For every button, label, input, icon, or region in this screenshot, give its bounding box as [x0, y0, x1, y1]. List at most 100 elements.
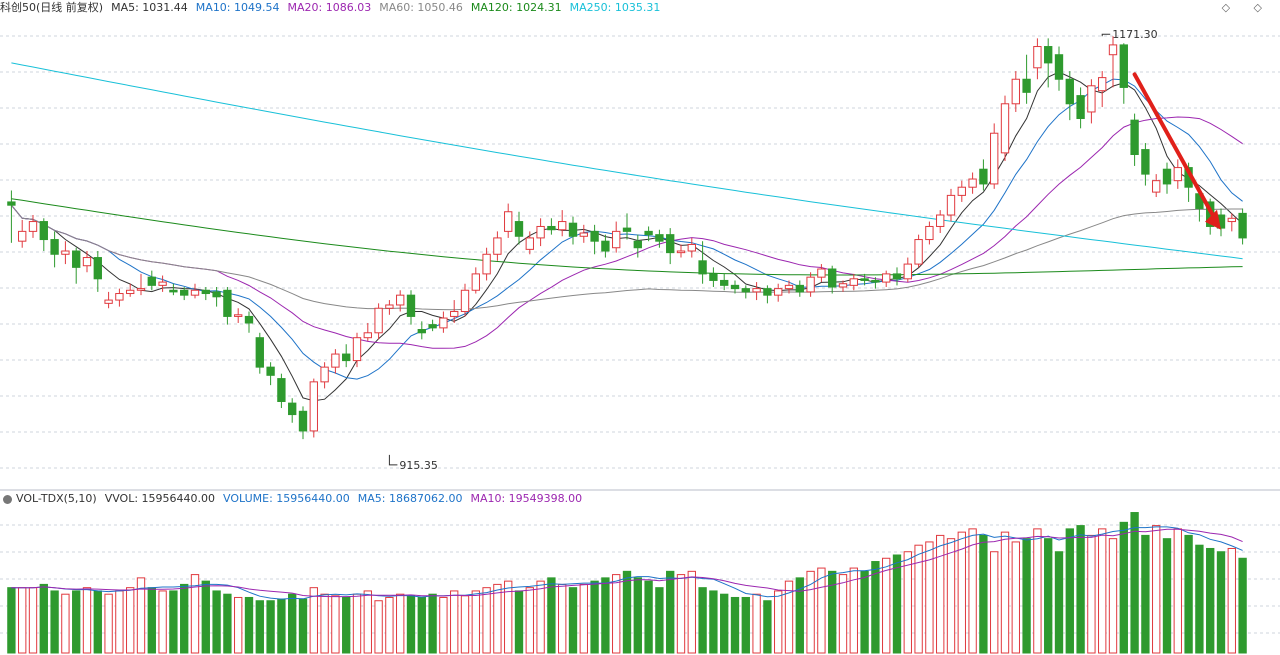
volume-bar	[622, 570, 632, 654]
volume-bar	[1216, 551, 1226, 654]
volume-bar	[1000, 531, 1010, 654]
volume-bar	[547, 577, 556, 654]
volume-bar	[687, 570, 696, 654]
volume-bar	[698, 587, 707, 654]
volume-bar	[838, 574, 848, 654]
candle-down	[169, 289, 178, 293]
volume-bar	[676, 574, 686, 654]
volume-bar	[957, 531, 966, 654]
volume-bar	[417, 596, 426, 654]
volume-bar	[82, 587, 92, 654]
volume-indicator-name: VOL-TDX(5,10)	[16, 492, 97, 505]
volume-bar	[190, 574, 200, 654]
volume-bar	[849, 567, 858, 654]
candle-up	[968, 178, 977, 188]
volume-bar	[28, 587, 38, 654]
volume-ma10-line	[11, 528, 1243, 598]
volume-bar	[396, 593, 405, 654]
annotation-label: 1171.30	[1112, 28, 1158, 41]
volume-bar	[741, 596, 750, 654]
volume-bar	[1162, 538, 1172, 654]
candle-down	[1130, 119, 1139, 155]
candle-down	[266, 366, 275, 376]
volume-bar	[352, 593, 362, 654]
volume-bar	[374, 600, 383, 654]
volume-bar	[439, 596, 448, 654]
candle-down	[277, 378, 286, 402]
volume-bar	[1141, 534, 1150, 654]
volume-bar	[1044, 538, 1053, 654]
volume-bar	[126, 587, 135, 654]
volume-bar	[1054, 551, 1064, 654]
volume-bar	[342, 596, 351, 654]
volume-bar	[1087, 534, 1096, 654]
candle-up	[385, 304, 394, 309]
volume-bar	[579, 583, 588, 654]
candle-up	[190, 289, 200, 296]
volume-bar	[450, 590, 459, 654]
volume-bar	[1238, 557, 1247, 654]
candle-down	[514, 221, 524, 237]
volume-bar	[644, 580, 653, 654]
volume-bar	[180, 583, 189, 654]
ma20-label: MA20: 1086.03	[287, 1, 372, 14]
ma5-label: MA5: 1031.44	[111, 1, 188, 14]
indicator-toggle-icon[interactable]	[3, 494, 12, 504]
volume-bar	[309, 587, 318, 654]
volume-bar	[504, 580, 513, 654]
candle-down	[828, 268, 837, 288]
window-control-icons[interactable]: ◇ ◇	[1221, 1, 1272, 14]
ma120-line	[11, 198, 1243, 276]
candle-up	[234, 314, 243, 317]
volume-ma5-line	[11, 526, 1243, 600]
volume-bar	[277, 598, 286, 654]
candle-down	[979, 168, 988, 185]
volume-bar	[61, 593, 70, 654]
candle-up	[1000, 103, 1010, 154]
candle-up	[374, 307, 383, 334]
candle-up	[817, 268, 826, 278]
volume-bar	[72, 590, 81, 654]
volume-bar	[266, 600, 275, 654]
candle-up	[28, 221, 38, 232]
candle-down	[622, 227, 632, 232]
candle-down	[1238, 212, 1247, 239]
candle-up	[752, 288, 761, 293]
candle-down	[860, 278, 869, 281]
candle-up	[1227, 217, 1236, 223]
candle-down	[644, 230, 653, 236]
volume-bar	[806, 570, 815, 654]
volume-bar	[709, 590, 718, 654]
volume-bar	[903, 551, 912, 654]
vvol-label: VVOL: 15956440.00	[104, 492, 216, 505]
volume-bar	[1076, 525, 1085, 654]
candle-down	[795, 284, 804, 293]
candle-down	[655, 234, 664, 242]
trend-arrow	[1132, 72, 1219, 225]
volume-bar	[828, 570, 837, 654]
volume-bar	[201, 580, 210, 654]
candle-down	[417, 329, 426, 334]
ma60-line	[11, 204, 1243, 311]
candle-up	[612, 230, 621, 249]
volume-bar	[601, 577, 610, 654]
candle-up	[331, 353, 340, 368]
volume-bar	[212, 590, 221, 654]
candle-down	[741, 288, 750, 293]
candle-down	[342, 353, 351, 362]
volume-bar	[39, 583, 48, 654]
annotation-label: 915.35	[399, 459, 438, 472]
candle-down	[428, 324, 437, 329]
candle-down	[1162, 168, 1172, 185]
candle-down	[406, 294, 416, 317]
candle-down	[666, 234, 675, 254]
candle-down	[7, 201, 16, 206]
volume-bar	[115, 590, 124, 654]
candle-down	[1119, 44, 1128, 88]
candle-down	[180, 289, 189, 296]
volume-bar	[471, 590, 480, 654]
volume-bar	[514, 590, 524, 654]
volume-bar	[774, 590, 783, 654]
candles	[7, 36, 1247, 440]
